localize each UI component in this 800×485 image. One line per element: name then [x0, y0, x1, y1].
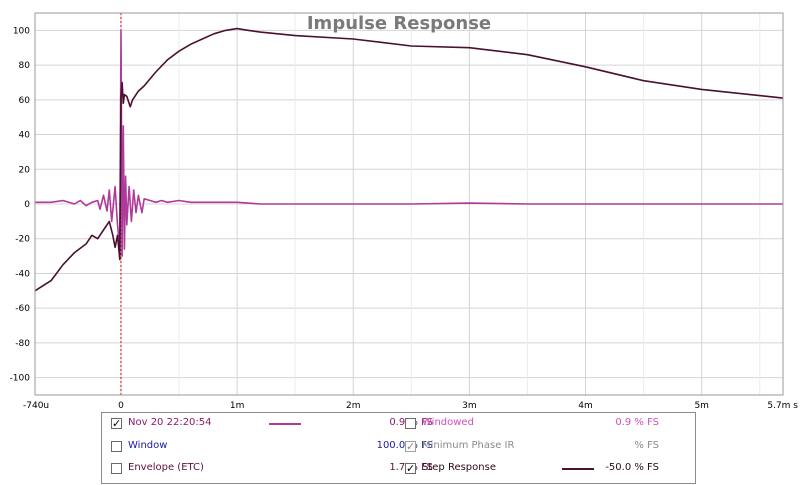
x-tick-label: 5.7m s: [767, 401, 798, 410]
series-line-nov-20-22-20-54[interactable]: [35, 29, 783, 257]
legend-checkbox-minimum-phase-ir: ✓: [405, 439, 416, 453]
legend-row: Envelope (ETC)1.7 % FS✓Step Response-50.…: [102, 462, 695, 484]
legend-label-window[interactable]: Window: [128, 439, 168, 451]
legend-checkbox-nov-20-22-20-54[interactable]: ✓: [111, 417, 122, 430]
series-lines: [34, 27, 784, 292]
legend-label-envelope-etc[interactable]: Envelope (ETC): [128, 462, 204, 473]
y-tick-label: 80: [19, 61, 31, 71]
legend-row: Window 100.0 % FS✓ Minimum Phase IR % FS: [102, 440, 695, 462]
y-tick-label: 40: [19, 131, 31, 141]
y-tick-label: -80: [15, 339, 30, 349]
y-axis-ticks: 100 80 60 40 20 0 -20 -40 -60 -80 -100: [10, 26, 31, 383]
legend-label-windowed[interactable]: Windowed: [422, 417, 474, 428]
y-tick-label: 60: [19, 96, 31, 106]
x-tick-label: 4m: [578, 401, 593, 410]
x-tick-label: 5m: [694, 401, 709, 410]
legend-label-minimum-phase-ir[interactable]: Minimum Phase IR: [422, 439, 515, 451]
legend-checkbox-windowed[interactable]: [405, 418, 416, 429]
impulse-response-chart[interactable]: 100 80 60 40 20 0 -20 -40 -60 -80 -100 -740u 0 1m 2m 3…: [0, 0, 800, 410]
x-tick-label: 1m: [230, 401, 245, 410]
legend-swatch-nov-20-22-20-54[interactable]: [269, 423, 301, 425]
x-axis-ticks: -740u 0 1m 2m 3m 4m 5m 5.7m s: [23, 401, 798, 410]
legend-label-nov-20-22-20-54[interactable]: Nov 20 22:20:54: [128, 417, 212, 428]
plot-frame: [34, 12, 784, 396]
legend-checkbox-window[interactable]: [111, 440, 122, 452]
series-line-step-response[interactable]: [34, 27, 784, 292]
y-tick-label: -40: [15, 269, 30, 279]
legend-value-window: 100.0 % FS: [376, 439, 433, 451]
y-tick-label: -100: [10, 374, 31, 384]
legend-swatch-step-response[interactable]: [562, 468, 594, 470]
x-tick-label: -740u: [23, 401, 49, 410]
legend-value-windowed: 0.9 % FS: [615, 417, 659, 428]
y-tick-label: -60: [15, 304, 30, 314]
legend-checkbox-envelope-etc[interactable]: [111, 463, 122, 474]
legend-value-minimum-phase-ir: % FS: [634, 439, 659, 451]
x-tick-label: 3m: [462, 401, 477, 410]
y-tick-label: 0: [24, 200, 30, 210]
x-tick-label: 2m: [346, 401, 361, 410]
legend-value-step-response: -50.0 % FS: [605, 462, 659, 473]
x-tick-label: 0: [118, 401, 124, 410]
legend-checkbox-step-response[interactable]: ✓: [405, 462, 416, 475]
legend-label-step-response[interactable]: Step Response: [422, 462, 496, 473]
y-tick-label: -20: [15, 235, 30, 245]
y-tick-label: 100: [13, 26, 30, 36]
chart-title: Impulse Response: [307, 13, 491, 34]
y-tick-label: 20: [19, 165, 31, 175]
